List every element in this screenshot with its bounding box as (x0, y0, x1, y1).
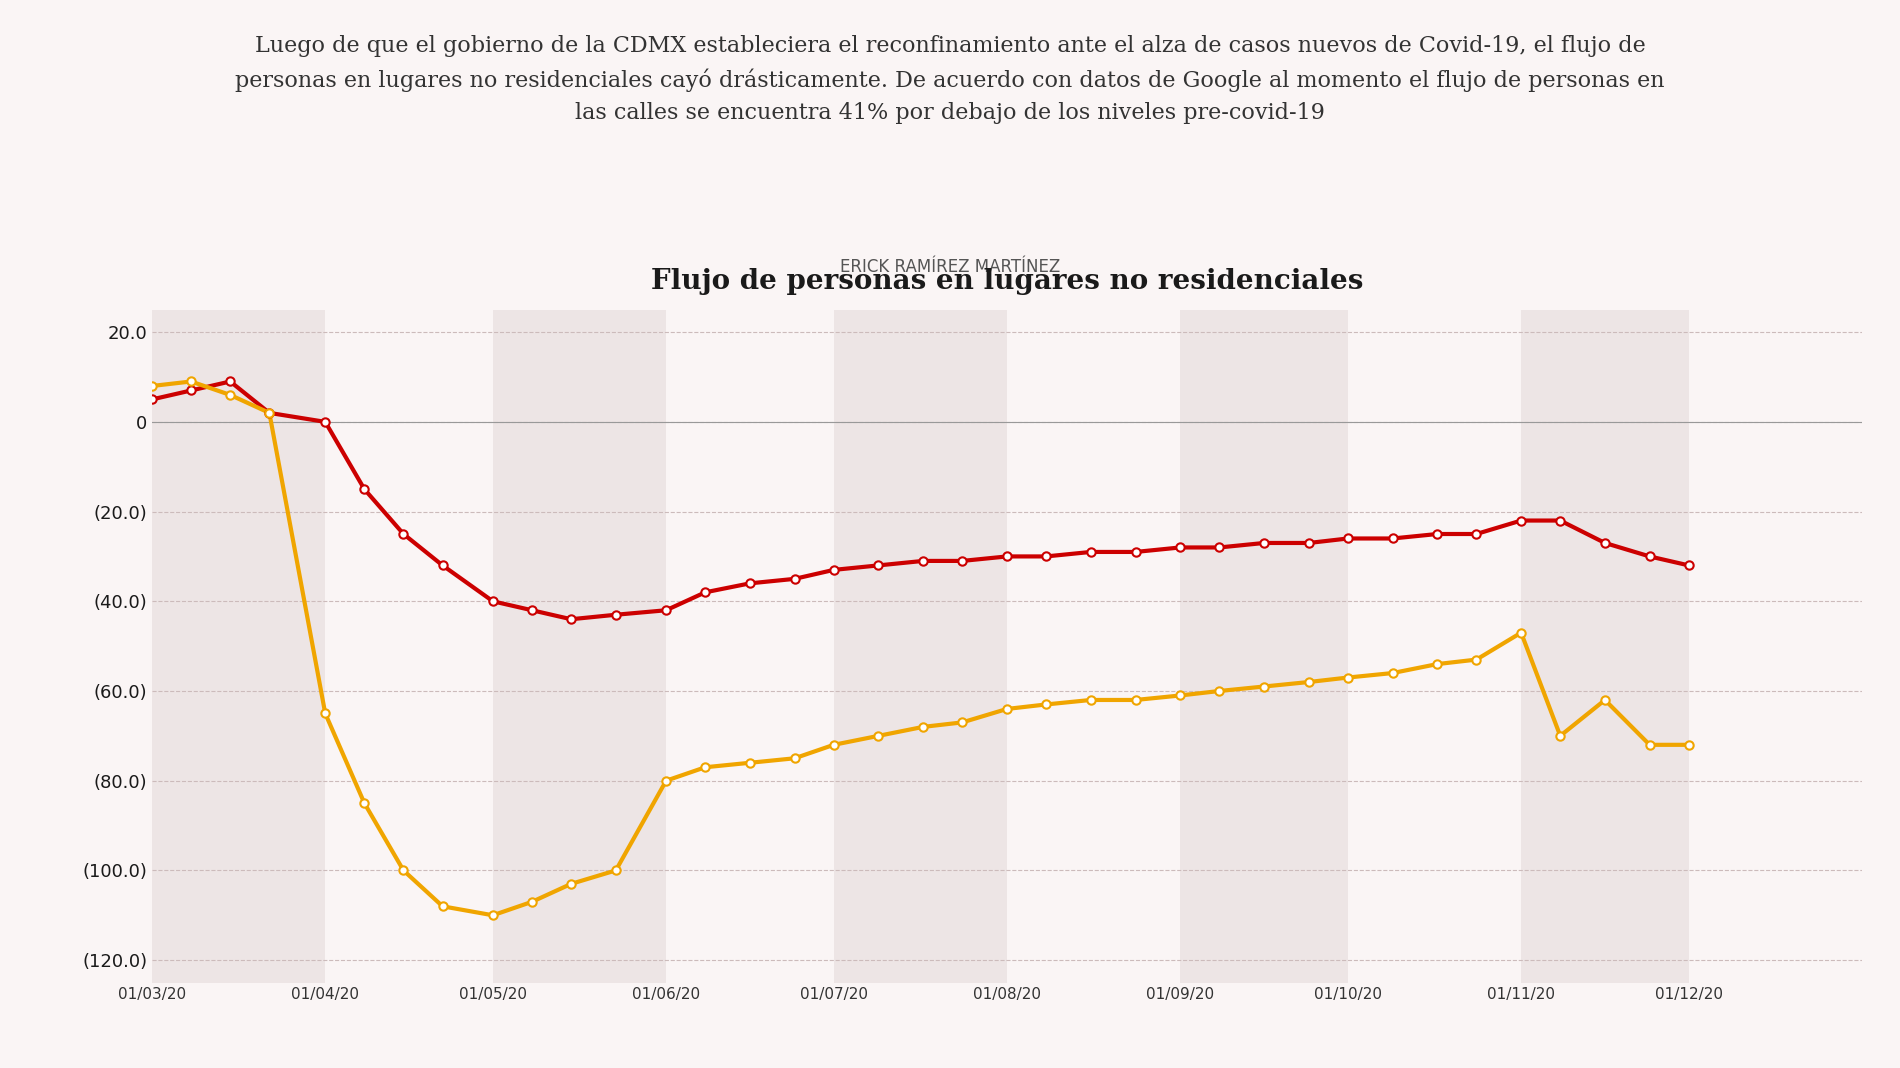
Bar (492, 310, 667, 983)
Bar (152, 310, 325, 983)
Bar (1180, 310, 1347, 983)
Bar (1007, 310, 1180, 983)
Bar (1347, 310, 1522, 983)
Bar (1689, 310, 1862, 983)
Bar (325, 310, 492, 983)
Bar (834, 310, 1007, 983)
Bar (667, 310, 834, 983)
Text: Luego de que el gobierno de la CDMX estableciera el reconfinamiento ante el alza: Luego de que el gobierno de la CDMX esta… (236, 35, 1664, 124)
Text: ERICK RAMÍREZ MARTÍNEZ: ERICK RAMÍREZ MARTÍNEZ (840, 258, 1060, 276)
Bar (1522, 310, 1689, 983)
Title: Flujo de personas en lugares no residenciales: Flujo de personas en lugares no residenc… (652, 268, 1362, 295)
